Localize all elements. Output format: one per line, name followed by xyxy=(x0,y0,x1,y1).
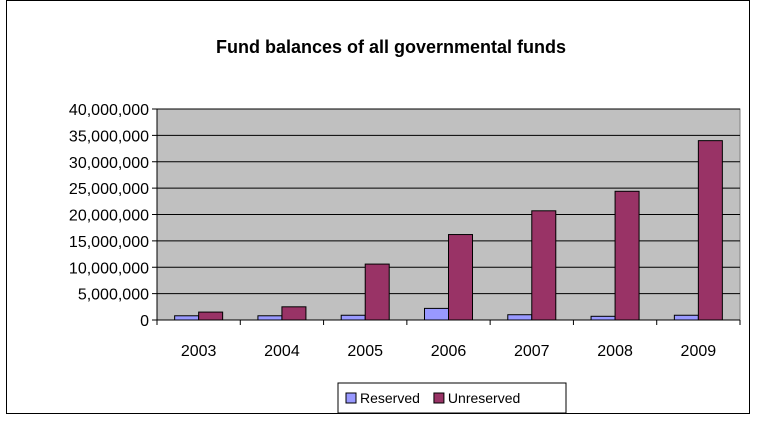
bar-unreserved-2006 xyxy=(448,234,473,321)
y-tick-label: 35,000,000 xyxy=(69,128,149,145)
bar-reserved-2006 xyxy=(424,307,449,321)
plot-area: 0 5,000,000 10,000,000 15,000,000 20,000,000… xyxy=(69,102,741,360)
legend-label-unreserved: Unreserved xyxy=(448,390,520,406)
legend: Reserved Unreserved xyxy=(337,382,567,414)
bar-reserved-2007 xyxy=(507,314,533,321)
x-tick-label: 2008 xyxy=(597,343,633,360)
bar-unreserved-2009 xyxy=(697,140,723,321)
bar-unreserved-2008 xyxy=(614,190,640,321)
bar-chart: Fund balances of all governmental funds … xyxy=(69,37,741,414)
bar-reserved-2003 xyxy=(174,315,200,321)
y-tick-label: 20,000,000 xyxy=(69,208,149,225)
legend-box xyxy=(337,382,567,414)
chart-title: Fund balances of all governmental funds xyxy=(216,37,566,57)
chart-frame: Fund balances of all governmental funds … xyxy=(6,0,750,414)
legend-swatch-unreserved xyxy=(433,392,445,404)
bar-reserved-2009 xyxy=(673,314,699,321)
y-tick-label: 0 xyxy=(140,313,149,330)
bar-reserved-2004 xyxy=(257,315,283,321)
x-tick-label: 2004 xyxy=(264,343,300,360)
x-tick-label: 2007 xyxy=(514,343,550,360)
y-tick-label: 15,000,000 xyxy=(69,234,149,251)
x-tick-label: 2003 xyxy=(181,343,217,360)
bar-reserved-2005 xyxy=(340,314,366,321)
bar-unreserved-2005 xyxy=(364,263,390,321)
bar-reserved-2008 xyxy=(590,315,616,321)
y-tick-label: 40,000,000 xyxy=(69,102,149,119)
y-tick-label: 10,000,000 xyxy=(69,260,149,277)
legend-swatch-reserved xyxy=(345,392,357,404)
x-tick-label: 2005 xyxy=(347,343,383,360)
x-tick-label: 2006 xyxy=(431,343,467,360)
bar-unreserved-2007 xyxy=(531,210,557,321)
y-tick-label: 5,000,000 xyxy=(78,287,149,304)
x-tick-label: 2009 xyxy=(681,343,717,360)
y-tick-label: 30,000,000 xyxy=(69,155,149,172)
bar-unreserved-2003 xyxy=(198,311,224,321)
bar-unreserved-2004 xyxy=(281,306,307,321)
y-tick-label: 25,000,000 xyxy=(69,181,149,198)
legend-label-reserved: Reserved xyxy=(360,390,420,406)
